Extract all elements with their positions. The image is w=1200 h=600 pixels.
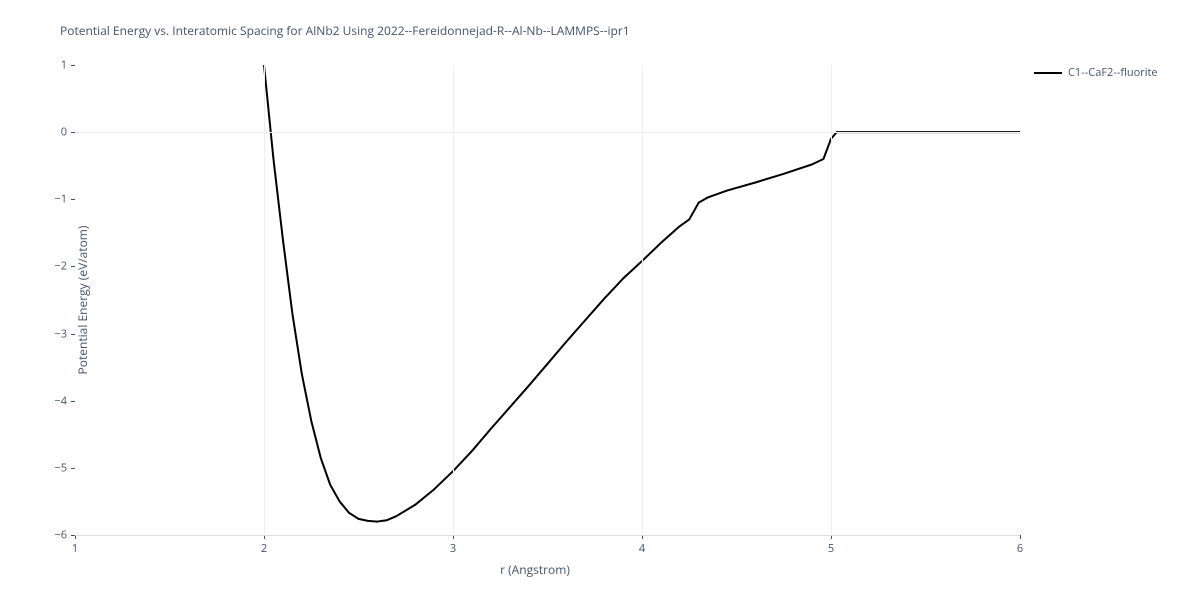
chart-container: Potential Energy vs. Interatomic Spacing… [0, 0, 1200, 600]
x-axis-label: r (Angstrom) [500, 561, 570, 578]
y-tick-mark [71, 132, 75, 133]
y-tick-label: −6 [54, 528, 67, 543]
gridline-vertical [264, 65, 265, 535]
y-tick-label: −4 [54, 393, 67, 408]
zero-line [75, 132, 1020, 133]
y-tick-mark [71, 334, 75, 335]
gridline-vertical [831, 65, 832, 535]
y-tick-label: −1 [54, 192, 67, 207]
legend-swatch [1034, 72, 1062, 74]
x-tick-label: 6 [1017, 541, 1023, 556]
x-tick-label: 2 [261, 541, 267, 556]
y-tick-label: −2 [54, 259, 67, 274]
legend-label: C1--CaF2--fluorite [1068, 65, 1158, 80]
x-tick-mark [1020, 535, 1021, 539]
y-tick-label: −3 [54, 326, 67, 341]
x-axis-line [75, 535, 1020, 536]
y-tick-mark [71, 468, 75, 469]
y-tick-mark [71, 199, 75, 200]
y-tick-label: −5 [54, 460, 67, 475]
x-tick-label: 1 [72, 541, 78, 556]
legend[interactable]: C1--CaF2--fluorite [1034, 65, 1158, 80]
gridline-vertical [642, 65, 643, 535]
curve-layer [75, 65, 1020, 535]
x-tick-label: 3 [450, 541, 456, 556]
y-tick-mark [71, 535, 75, 536]
y-tick-label: 0 [61, 125, 67, 140]
x-tick-label: 5 [828, 541, 834, 556]
gridline-vertical [453, 65, 454, 535]
chart-title: Potential Energy vs. Interatomic Spacing… [60, 22, 630, 39]
y-tick-mark [71, 401, 75, 402]
plot-area[interactable]: 123456−6−5−4−3−2−101 [75, 65, 1020, 535]
y-tick-label: 1 [61, 58, 67, 73]
y-tick-mark [71, 266, 75, 267]
x-tick-label: 4 [639, 541, 645, 556]
y-tick-mark [71, 65, 75, 66]
